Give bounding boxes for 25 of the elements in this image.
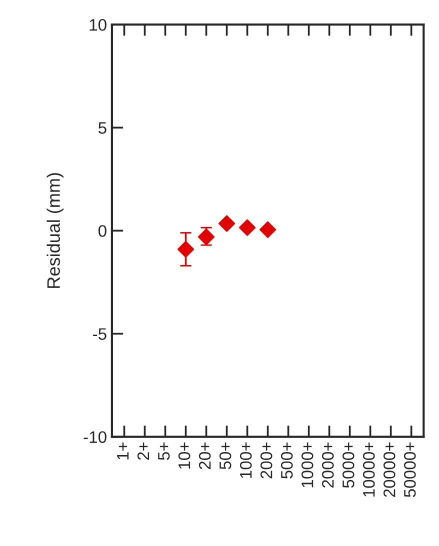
x-tick-label: 10+ (178, 442, 190, 469)
x-tick-label: 2+ (137, 442, 150, 460)
x-tick-label: 1+ (117, 442, 129, 460)
y-tick-label: -5 (93, 328, 106, 340)
x-tick-label: 500+ (280, 442, 293, 479)
y-axis-title: Residual (mm) (46, 173, 64, 288)
x-tick-label: 1000+ (301, 442, 314, 488)
x-tick-label: 50000+ (404, 442, 416, 498)
y-tick-label: 0 (98, 225, 106, 237)
y-tick-label: 5 (98, 122, 106, 134)
x-tick-label: 5000+ (342, 442, 354, 488)
y-tick-label: -10 (84, 431, 106, 444)
point (238, 219, 256, 236)
x-tick-label: 50+ (219, 442, 232, 470)
x-tick-label: 5+ (158, 442, 170, 460)
y-tick-label: 10 (90, 18, 106, 31)
point (177, 240, 194, 258)
x-tick-label: 20000+ (383, 442, 396, 497)
point (218, 215, 236, 232)
x-tick-label: 10000+ (362, 442, 375, 496)
x-tick-label: 200+ (260, 442, 272, 478)
x-tick-label: 2000+ (322, 442, 334, 488)
x-tick-label: 20+ (198, 442, 211, 470)
point (259, 221, 276, 238)
x-tick-label: 100+ (240, 442, 252, 478)
